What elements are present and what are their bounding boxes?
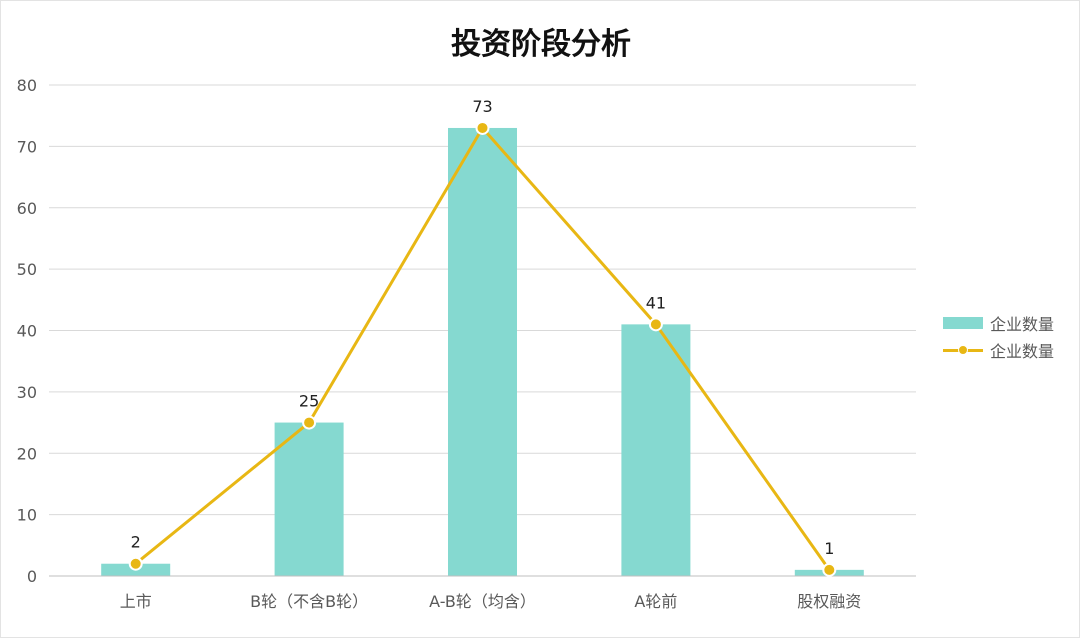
y-tick-label: 0 <box>27 567 37 586</box>
bar <box>274 422 344 576</box>
line-point <box>648 317 663 332</box>
line-point <box>822 562 837 577</box>
chart-title: 投资阶段分析 <box>451 27 631 62</box>
data-label: 25 <box>299 392 319 411</box>
x-tick-label: A轮前 <box>634 592 677 611</box>
y-tick-label: 40 <box>17 322 37 341</box>
data-label: 2 <box>131 533 141 552</box>
y-tick-label: 20 <box>17 444 37 463</box>
line-point <box>128 556 143 571</box>
bar <box>448 127 517 577</box>
x-tick-label: B轮（不含B轮） <box>250 592 368 611</box>
data-label: 41 <box>646 293 666 312</box>
data-label: 73 <box>472 97 492 116</box>
bar <box>621 324 691 576</box>
y-tick-label: 70 <box>17 137 37 156</box>
legend-item-bar: 企业数量 <box>943 309 1054 336</box>
chart-legend: 企业数量 企业数量 <box>943 309 1054 363</box>
line-point <box>302 415 317 430</box>
x-tick-label: 上市 <box>120 592 152 611</box>
y-tick-label: 10 <box>17 506 37 525</box>
y-tick-label: 50 <box>17 260 37 279</box>
legend-item-line: 企业数量 <box>943 336 1054 363</box>
legend-line-label: 企业数量 <box>990 341 1055 361</box>
y-tick-label: 60 <box>17 199 37 218</box>
legend-bar-label: 企业数量 <box>990 314 1055 334</box>
x-tick-label: A-B轮（均含） <box>429 592 536 611</box>
legend-line-swatch <box>943 344 983 356</box>
y-tick-label: 80 <box>17 76 37 95</box>
line-point <box>475 120 490 135</box>
x-tick-label: 股权融资 <box>797 592 861 611</box>
legend-bar-swatch <box>943 316 983 329</box>
data-label: 1 <box>824 539 834 558</box>
y-tick-label: 30 <box>17 383 37 402</box>
